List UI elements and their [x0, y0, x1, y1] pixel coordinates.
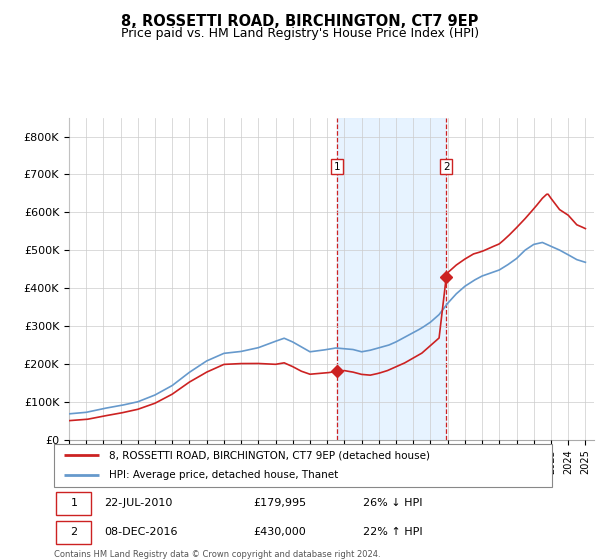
- Text: 1: 1: [70, 498, 77, 508]
- Text: 08-DEC-2016: 08-DEC-2016: [104, 527, 178, 537]
- Text: HPI: Average price, detached house, Thanet: HPI: Average price, detached house, Than…: [109, 470, 338, 480]
- FancyBboxPatch shape: [56, 492, 91, 515]
- Text: 2: 2: [443, 162, 449, 172]
- Text: £179,995: £179,995: [253, 498, 307, 508]
- Text: 22% ↑ HPI: 22% ↑ HPI: [363, 527, 422, 537]
- Text: Price paid vs. HM Land Registry's House Price Index (HPI): Price paid vs. HM Land Registry's House …: [121, 27, 479, 40]
- Text: 1: 1: [334, 162, 340, 172]
- Text: Contains HM Land Registry data © Crown copyright and database right 2024.
This d: Contains HM Land Registry data © Crown c…: [54, 550, 380, 560]
- Bar: [337, 118, 446, 440]
- FancyBboxPatch shape: [54, 444, 552, 487]
- Text: £430,000: £430,000: [253, 527, 306, 537]
- Text: 8, ROSSETTI ROAD, BIRCHINGTON, CT7 9EP: 8, ROSSETTI ROAD, BIRCHINGTON, CT7 9EP: [121, 14, 479, 29]
- Text: 22-JUL-2010: 22-JUL-2010: [104, 498, 172, 508]
- FancyBboxPatch shape: [56, 521, 91, 544]
- Text: 8, ROSSETTI ROAD, BIRCHINGTON, CT7 9EP (detached house): 8, ROSSETTI ROAD, BIRCHINGTON, CT7 9EP (…: [109, 450, 430, 460]
- Text: 2: 2: [70, 527, 77, 537]
- Text: 26% ↓ HPI: 26% ↓ HPI: [363, 498, 422, 508]
